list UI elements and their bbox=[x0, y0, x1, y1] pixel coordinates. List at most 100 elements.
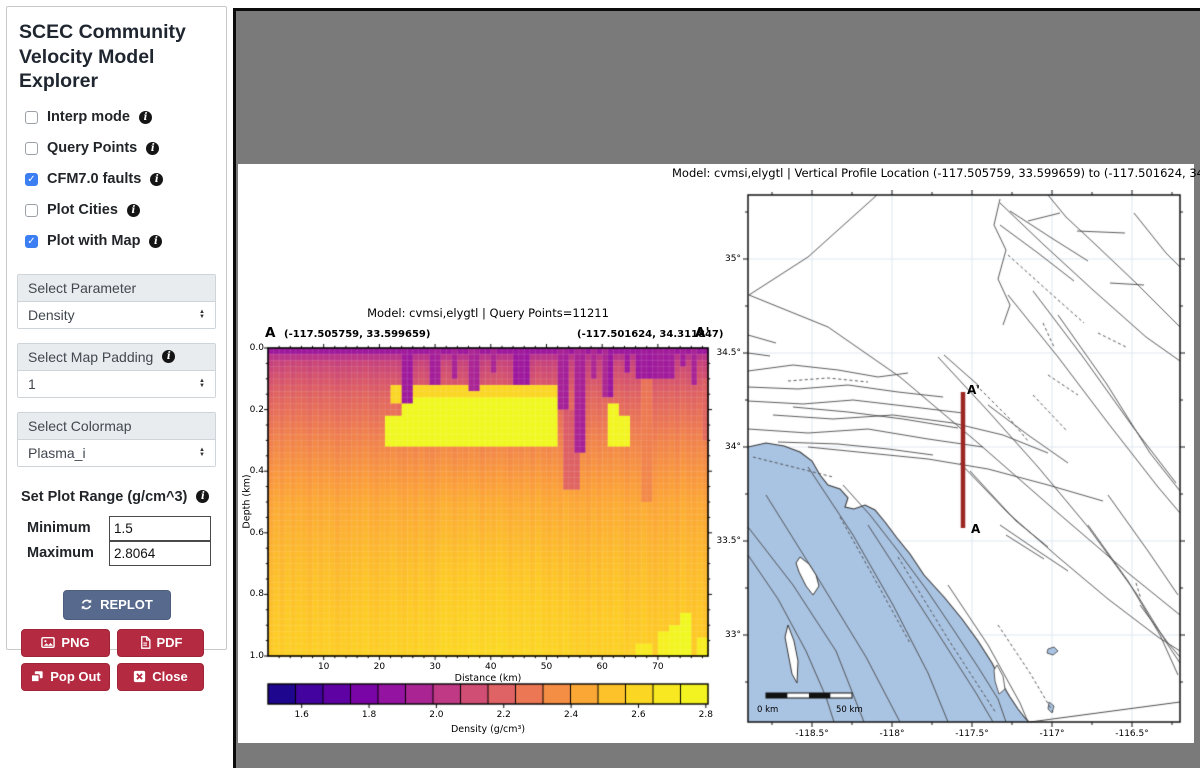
close-icon bbox=[134, 671, 146, 683]
profile-start-label: A bbox=[265, 325, 276, 341]
maximum-input[interactable] bbox=[109, 540, 211, 566]
plot-cities-checkbox[interactable] bbox=[25, 203, 38, 217]
tick-label: 0.2 bbox=[249, 404, 264, 415]
checkbox-row-plot-cities[interactable]: Plot Cities i bbox=[25, 202, 214, 218]
checkbox-label: Interp mode bbox=[47, 109, 130, 126]
plot-range-label: Set Plot Range (g/cm^3) bbox=[21, 488, 188, 505]
info-icon[interactable]: i bbox=[138, 110, 152, 124]
colormap-select-value: Plasma_i bbox=[28, 444, 86, 461]
parameter-select-value: Density bbox=[28, 306, 75, 323]
select-arrows-icon: ▲ ▼ bbox=[199, 446, 205, 458]
plot-range-title: Set Plot Range (g/cm^3) i bbox=[21, 489, 214, 505]
parameter-select[interactable]: Density ▲ ▼ bbox=[18, 301, 215, 328]
close-button[interactable]: Close bbox=[117, 662, 204, 691]
density-colorbar bbox=[260, 682, 716, 712]
tick-label: 2.2 bbox=[496, 710, 511, 720]
tick-label: 10 bbox=[317, 662, 330, 672]
tick-label: 20 bbox=[373, 662, 386, 672]
checkbox-row-plot-with-map[interactable]: ✓ Plot with Map i bbox=[25, 233, 214, 250]
interp-mode-checkbox[interactable] bbox=[25, 110, 38, 124]
info-icon[interactable]: i bbox=[149, 234, 163, 248]
cfm-faults-checkbox[interactable]: ✓ bbox=[25, 172, 38, 186]
map-padding-select[interactable]: 1 ▲ ▼ bbox=[18, 370, 215, 397]
refresh-icon bbox=[81, 599, 92, 610]
tick-label: 30 bbox=[429, 662, 441, 672]
select-group-colormap: Select Colormap Plasma_i ▲ ▼ bbox=[17, 411, 216, 467]
fault-map bbox=[743, 190, 1185, 727]
pdf-label: PDF bbox=[156, 635, 183, 651]
maximum-label: Maximum bbox=[27, 545, 94, 562]
map-profile-end-label: A' bbox=[967, 383, 980, 397]
colorbar-label: Density (g/cm³) bbox=[450, 724, 526, 735]
plot-panel: Model: cvmsi,elygtl | Vertical Profile L… bbox=[238, 164, 1200, 743]
info-icon[interactable]: i bbox=[162, 350, 176, 364]
tick-label: 33.5° bbox=[716, 536, 741, 546]
select-map-padding-header: Select Map Padding i bbox=[18, 343, 215, 371]
tick-label: 0.0 bbox=[249, 343, 264, 353]
minimum-input[interactable] bbox=[109, 515, 211, 541]
replot-button[interactable]: REPLOT bbox=[62, 589, 171, 620]
tick-label: -116.5° bbox=[1115, 729, 1149, 739]
checkbox-label: Plot with Map bbox=[47, 233, 141, 250]
image-icon bbox=[41, 637, 56, 649]
tick-label: -117° bbox=[1039, 729, 1065, 739]
info-icon[interactable]: i bbox=[150, 172, 164, 186]
select-map-padding-label: Select Map Padding bbox=[28, 348, 154, 365]
tick-label: 50 bbox=[540, 662, 553, 672]
profile-end-coords: (-117.501624, 34.311847) bbox=[577, 329, 724, 340]
tick-label: 1.8 bbox=[361, 710, 377, 720]
tick-label: 1.6 bbox=[294, 710, 309, 720]
pop-out-label: Pop Out bbox=[50, 669, 101, 685]
tick-label: -117.5° bbox=[955, 729, 989, 739]
checkbox-label: Query Points bbox=[47, 140, 138, 157]
tick-label: 2.4 bbox=[563, 710, 579, 720]
map-profile-start-label: A bbox=[971, 522, 981, 536]
close-label: Close bbox=[152, 669, 188, 685]
map-scale-left-label: 0 km bbox=[757, 705, 779, 715]
pdf-button[interactable]: PDF bbox=[117, 628, 204, 657]
query-points-checkbox[interactable] bbox=[25, 141, 38, 155]
profile-title: Model: cvmsi,elygtl | Query Points=11211 bbox=[367, 306, 609, 320]
density-profile-heatmap bbox=[256, 336, 720, 668]
checkbox-row-interp-mode[interactable]: Interp mode i bbox=[25, 109, 214, 126]
pop-out-button[interactable]: Pop Out bbox=[21, 662, 110, 691]
file-pdf-icon bbox=[140, 636, 151, 650]
profile-start-coords: (-117.505759, 33.599659) bbox=[284, 329, 431, 340]
map-scale-right-label: 50 km bbox=[836, 705, 863, 715]
colormap-select[interactable]: Plasma_i ▲ ▼ bbox=[18, 439, 215, 466]
replot-label: REPLOT bbox=[100, 597, 153, 613]
select-colormap-header: Select Colormap bbox=[18, 412, 215, 440]
profile-xlabel: Distance (km) bbox=[454, 673, 522, 684]
png-label: PNG bbox=[61, 635, 90, 651]
map-title: Model: cvmsi,elygtl | Vertical Profile L… bbox=[671, 166, 1200, 180]
minimum-row: Minimum bbox=[27, 515, 214, 541]
checkbox-label: CFM7.0 faults bbox=[47, 171, 142, 188]
app-title: SCEC Community Velocity Model Explorer bbox=[19, 21, 186, 93]
info-icon[interactable]: i bbox=[196, 490, 210, 504]
tick-label: 1.0 bbox=[249, 651, 264, 661]
tick-label: -118.5° bbox=[795, 729, 829, 739]
tick-label: 70 bbox=[652, 662, 664, 672]
minimum-label: Minimum bbox=[27, 520, 91, 537]
tick-label: 60 bbox=[596, 662, 608, 672]
sidebar-panel: SCEC Community Velocity Model Explorer I… bbox=[6, 6, 227, 691]
checkbox-row-query-points[interactable]: Query Points i bbox=[25, 140, 214, 157]
plot-with-map-checkbox[interactable]: ✓ bbox=[25, 234, 38, 248]
info-icon[interactable]: i bbox=[126, 203, 140, 217]
tick-label: 2.8 bbox=[698, 710, 713, 720]
tick-label: 33° bbox=[725, 630, 741, 640]
tick-label: 2.0 bbox=[429, 710, 444, 720]
tick-label: 34.5° bbox=[716, 348, 741, 358]
select-arrows-icon: ▲ ▼ bbox=[199, 377, 205, 389]
png-button[interactable]: PNG bbox=[21, 628, 110, 657]
tick-label: 35° bbox=[725, 254, 741, 264]
map-padding-select-value: 1 bbox=[28, 375, 36, 392]
select-group-map-padding: Select Map Padding i 1 ▲ ▼ bbox=[17, 342, 216, 398]
checkbox-row-cfm-faults[interactable]: ✓ CFM7.0 faults i bbox=[25, 171, 214, 188]
tick-label: 0.6 bbox=[249, 527, 264, 538]
info-icon[interactable]: i bbox=[146, 141, 160, 155]
tick-label: -118° bbox=[879, 729, 905, 739]
tick-label: 0.8 bbox=[249, 589, 264, 600]
select-arrows-icon: ▲ ▼ bbox=[199, 308, 205, 320]
tick-label: 34° bbox=[725, 442, 741, 452]
